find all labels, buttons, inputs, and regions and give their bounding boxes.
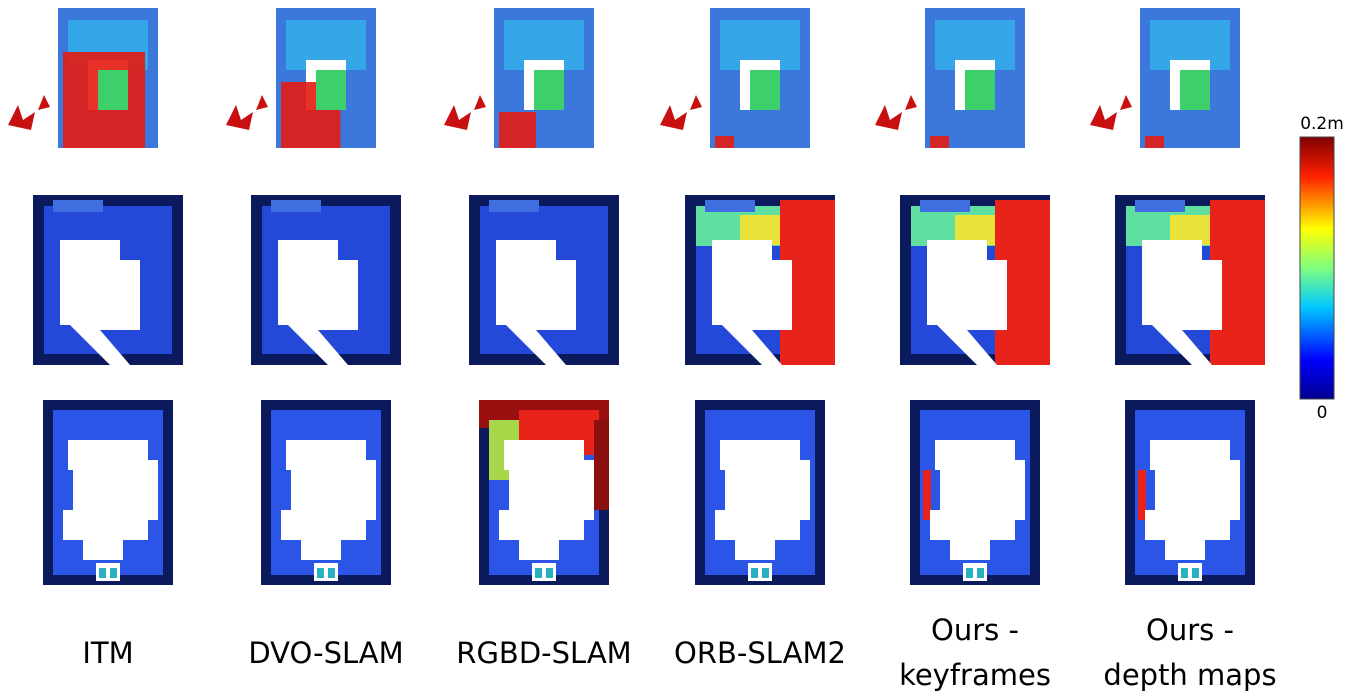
panel-detail bbox=[1180, 70, 1210, 110]
panel-detail bbox=[489, 200, 539, 212]
panel-detail bbox=[966, 568, 973, 578]
column-panels bbox=[226, 8, 401, 585]
error-region bbox=[715, 136, 734, 148]
panel-detail bbox=[328, 568, 335, 578]
panel-detail bbox=[965, 70, 995, 110]
colorbar-max-label: 0.2m bbox=[1300, 114, 1344, 134]
colorbar-min-label: 0 bbox=[1317, 403, 1328, 423]
figure: 0.2m 0 ITM DVO-SLAM RGBD-SLAM ORB-SLAM2 Ours… bbox=[0, 0, 1370, 698]
panel-detail bbox=[546, 568, 553, 578]
outlier-specks bbox=[226, 95, 268, 130]
column-panels bbox=[1090, 8, 1265, 585]
panel-detail bbox=[705, 200, 755, 212]
error-region bbox=[499, 112, 536, 148]
panel-detail bbox=[534, 70, 564, 110]
panel-detail bbox=[98, 70, 128, 110]
panel-detail bbox=[750, 70, 780, 110]
error-region bbox=[930, 136, 949, 148]
column-label: RGBD-SLAM bbox=[456, 636, 631, 670]
outlier-specks bbox=[8, 95, 50, 130]
panel-detail bbox=[1135, 200, 1185, 212]
error-region bbox=[1145, 136, 1164, 148]
panel-detail bbox=[1181, 568, 1188, 578]
panel-detail bbox=[751, 568, 758, 578]
panel-detail bbox=[271, 200, 321, 212]
column-panels bbox=[875, 8, 1050, 585]
panel-detail bbox=[920, 200, 970, 212]
panel-detail bbox=[535, 568, 542, 578]
column-panels bbox=[660, 8, 835, 585]
column-label: ITM bbox=[82, 636, 133, 670]
column-label: depth maps bbox=[1103, 658, 1276, 692]
outlier-specks bbox=[660, 95, 702, 130]
column-label: DVO-SLAM bbox=[248, 636, 403, 670]
panel-detail bbox=[99, 568, 106, 578]
column-label: keyframes bbox=[899, 658, 1051, 692]
error-region bbox=[594, 420, 609, 510]
panel-detail bbox=[317, 568, 324, 578]
column-label: Ours - bbox=[931, 613, 1019, 647]
error-region bbox=[1138, 470, 1146, 520]
outlier-specks bbox=[444, 95, 486, 130]
panel-detail bbox=[762, 568, 769, 578]
panel-detail bbox=[977, 568, 984, 578]
column-panels bbox=[8, 8, 183, 585]
heatmap-panels bbox=[8, 8, 1265, 585]
error-region bbox=[923, 470, 931, 520]
column-label: Ours - bbox=[1146, 613, 1234, 647]
panel-detail bbox=[53, 200, 103, 212]
outlier-specks bbox=[875, 95, 917, 130]
panel-detail bbox=[110, 568, 117, 578]
panel-detail bbox=[1192, 568, 1199, 578]
column-label: ORB-SLAM2 bbox=[674, 636, 846, 670]
panel-detail bbox=[316, 70, 346, 110]
column-panels bbox=[444, 8, 619, 585]
outlier-specks bbox=[1090, 95, 1132, 130]
colorbar bbox=[1300, 137, 1334, 399]
